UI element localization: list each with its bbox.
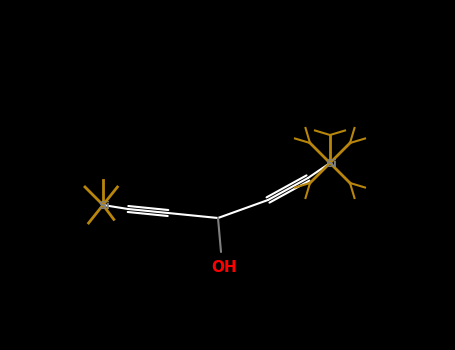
Text: Si: Si (98, 201, 110, 211)
Text: Si: Si (325, 159, 337, 169)
Text: OH: OH (211, 260, 237, 275)
